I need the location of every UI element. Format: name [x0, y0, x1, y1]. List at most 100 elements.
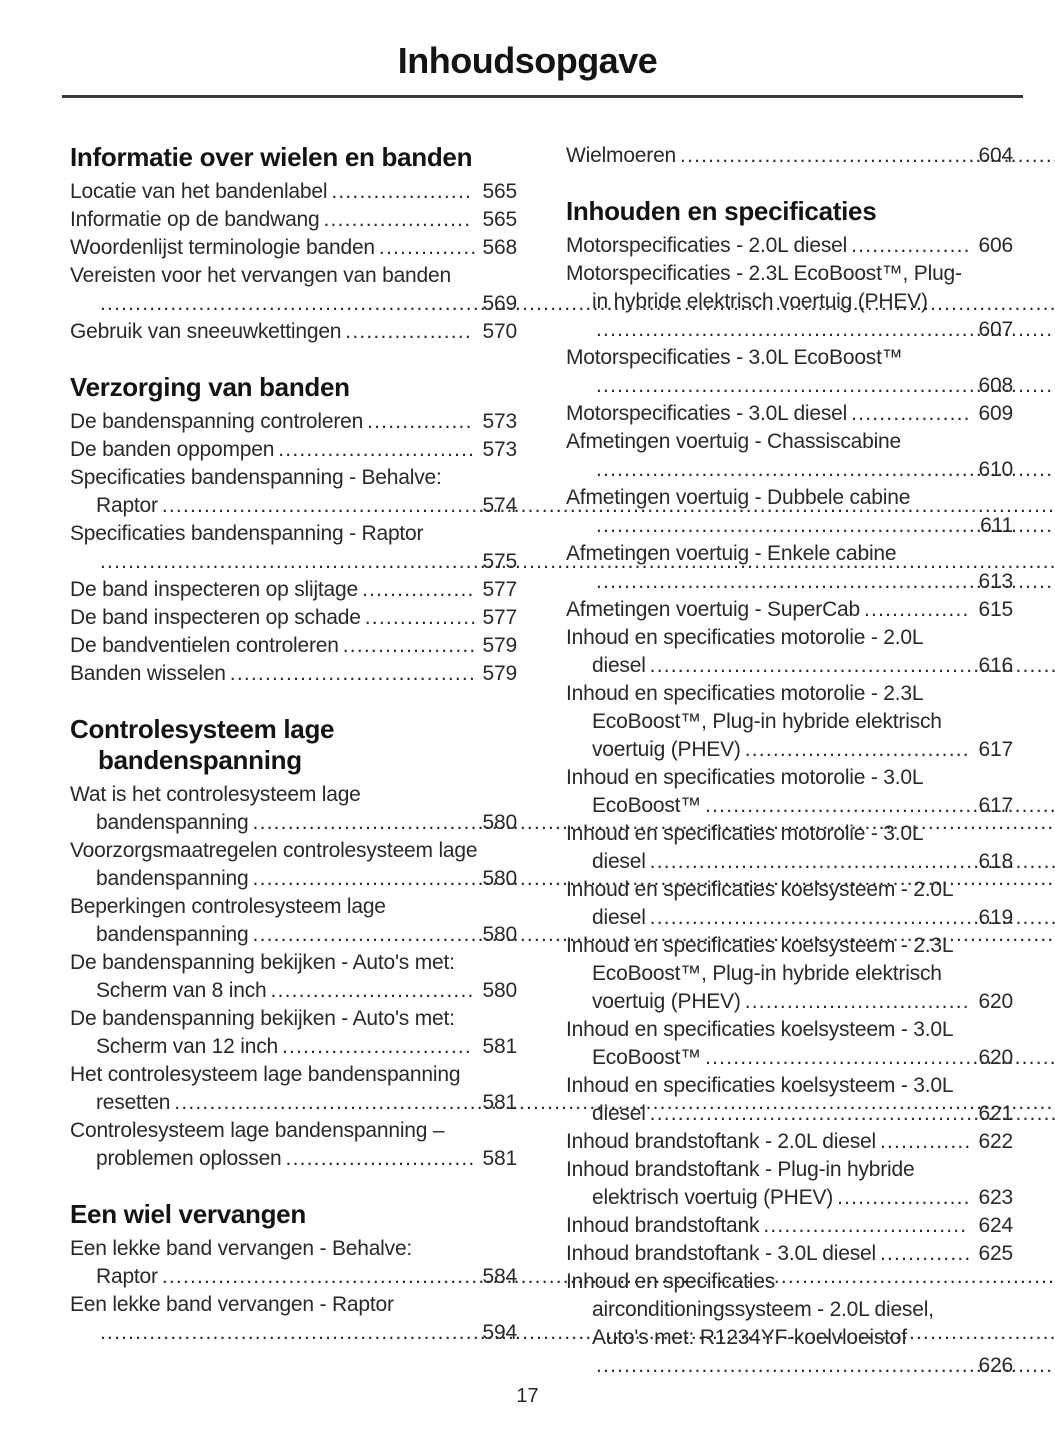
dot-leader: ........................................…: [649, 849, 1055, 873]
toc-entry-title: Inhoud brandstoftank - 2.0L diesel: [566, 1129, 876, 1153]
toc-entry[interactable]: Inhoud en specificaties motorolie - 2.0L…: [566, 624, 1055, 680]
toc-entry[interactable]: Afmetingen voertuig - SuperCab..........…: [566, 596, 1013, 624]
toc-entry-title: Woordenlijst terminologie banden: [70, 235, 375, 259]
toc-section: Een wiel vervangen Een lekke band vervang…: [70, 1199, 1055, 1347]
toc-entry-title: Inhoud en specificaties koelsysteem - 2.…: [566, 933, 953, 1013]
section-heading: Verzorging van banden: [70, 371, 350, 402]
toc-entry[interactable]: Controlesysteem lage bandenspanning – pr…: [70, 1117, 517, 1173]
dot-leader: ........................................…: [100, 1320, 1055, 1344]
toc-entry-title: De bandventielen controleren: [70, 633, 339, 657]
toc-entry[interactable]: Inhoud en specificaties koelsysteem - 2.…: [566, 932, 1013, 1016]
dot-leader: ........................................…: [596, 1353, 1055, 1377]
toc-entry-page: 579: [482, 633, 518, 657]
toc-entry-page: 581: [482, 1034, 518, 1058]
toc-entry[interactable]: Motorspecificaties - 3.0L diesel........…: [566, 400, 1013, 428]
toc-entry-page: 580: [482, 922, 518, 946]
toc-entry-title: Inhoud en specificaties motorolie - 2.0L…: [566, 625, 923, 677]
toc-entry-title: Inhoud en specificaties motorolie - 3.0L…: [566, 765, 923, 817]
dot-leader: ........................................…: [596, 317, 1055, 341]
toc-entry[interactable]: Specificaties bandenspanning - Behalve: …: [70, 464, 1055, 520]
toc-entry[interactable]: De bandenspanning controleren...........…: [70, 408, 517, 436]
toc-entry[interactable]: Wielmoeren..............................…: [566, 142, 1055, 170]
toc-entry[interactable]: Motorspecificaties - 3.0L EcoBoost™.....…: [566, 344, 1055, 400]
toc-entry-page: 620: [978, 1045, 1014, 1069]
toc-section: Wielmoeren..............................…: [566, 142, 1055, 170]
toc-entry-page: 565: [482, 207, 518, 231]
dot-leader: .............: [879, 1241, 972, 1265]
toc-entry[interactable]: De band inspecteren op schade...........…: [70, 604, 517, 632]
toc-entry-title: Inhoud en specificaties airconditionings…: [566, 1269, 934, 1349]
toc-entry-title: Controlesysteem lage bandenspanning – pr…: [70, 1118, 445, 1170]
toc-entry[interactable]: Beperkingen controlesysteem lage bandens…: [70, 893, 1055, 949]
toc-entry[interactable]: Inhoud brandstoftank - Plug-in hybride e…: [566, 1156, 1013, 1212]
toc-entry[interactable]: De bandenspanning bekijken - Auto's met:…: [70, 1005, 517, 1061]
toc-entry[interactable]: Motorspecificaties - 2.0L diesel........…: [566, 232, 1013, 260]
toc-entry[interactable]: Inhoud en specificaties koelsysteem - 3.…: [566, 1016, 1055, 1072]
toc-entry[interactable]: Wat is het controlesysteem lage bandensp…: [70, 781, 1055, 837]
toc-entry-page: 581: [482, 1146, 518, 1170]
dot-leader: ........................................…: [649, 905, 1055, 929]
dot-leader: .............................: [270, 978, 475, 1002]
toc-entry[interactable]: Motorspecificaties - 2.3L EcoBoost™, Plu…: [566, 260, 1055, 344]
toc-entry-title: Afmetingen voertuig - Chassiscabine: [566, 429, 902, 453]
toc-entry-page: 617: [978, 793, 1014, 817]
dot-leader: ...........................: [285, 1146, 476, 1170]
toc-entry-page: 574: [482, 493, 518, 517]
toc-entry-page: 621: [978, 1101, 1014, 1125]
toc-entry[interactable]: Banden wisselen.........................…: [70, 660, 517, 688]
toc-entry-page: 626: [978, 1353, 1014, 1377]
toc-entry[interactable]: Inhoud brandstoftank - 2.0L diesel......…: [566, 1128, 1013, 1156]
toc-entry[interactable]: Voorzorgsmaatregelen controlesysteem lag…: [70, 837, 1055, 893]
toc-entry[interactable]: Vereisten voor het vervangen van banden.…: [70, 262, 1055, 318]
toc-entry[interactable]: Woordenlijst terminologie banden........…: [70, 234, 517, 262]
dot-leader: ........................................…: [705, 1045, 1055, 1069]
toc-entry-title: De band inspecteren op schade: [70, 605, 361, 629]
toc-entry[interactable]: Inhoud en specificaties motorolie - 2.3L…: [566, 680, 1013, 764]
toc-entry[interactable]: Inhoud en specificaties koelsysteem - 2.…: [566, 876, 1055, 932]
toc-entry[interactable]: Een lekke band vervangen - Raptor.......…: [70, 1291, 1055, 1347]
toc-entry[interactable]: Afmetingen voertuig - Dubbele cabine....…: [566, 484, 1055, 540]
dot-leader: ...............: [367, 409, 473, 433]
toc-entry-title: De bandenspanning bekijken - Auto's met:…: [70, 950, 455, 1002]
toc-entry-title: De band inspecteren op slijtage: [70, 577, 358, 601]
toc-entry[interactable]: Gebruik van sneeuwkettingen.............…: [70, 318, 517, 346]
toc-entry[interactable]: De band inspecteren op slijtage.........…: [70, 576, 517, 604]
toc-entry[interactable]: Informatie op de bandwang...............…: [70, 206, 517, 234]
toc-entry[interactable]: Inhoud en specificaties airconditionings…: [566, 1268, 1055, 1380]
toc-entry[interactable]: Een lekke band vervangen - Behalve: Rapt…: [70, 1235, 1055, 1291]
toc-entry[interactable]: Inhoud en specificaties motorolie - 3.0L…: [566, 820, 1055, 876]
toc-entry[interactable]: Inhoud en specificaties koelsysteem - 3.…: [566, 1072, 1055, 1128]
toc-entry[interactable]: Afmetingen voertuig - Enkele cabine.....…: [566, 540, 1055, 596]
dot-leader: ..................: [345, 319, 472, 343]
toc-entry[interactable]: Inhoud brandstoftank....................…: [566, 1212, 1013, 1240]
toc-entry[interactable]: De bandenspanning bekijken - Auto's met:…: [70, 949, 517, 1005]
toc-entry-page: 594: [482, 1320, 518, 1344]
toc-entry-title: Inhoud en specificaties koelsysteem - 3.…: [566, 1017, 953, 1069]
toc-entry-title: Motorspecificaties - 2.0L diesel: [566, 233, 848, 257]
toc-entry-page: 584: [482, 1264, 518, 1288]
toc-entry[interactable]: De banden oppompen......................…: [70, 436, 517, 464]
dot-leader: .................: [851, 233, 971, 257]
toc-entry-title: Inhoud brandstoftank: [566, 1213, 760, 1237]
toc-entry-title: Een lekke band vervangen - Behalve: Rapt…: [70, 1236, 413, 1288]
toc-entry[interactable]: Specificaties bandenspanning - Raptor...…: [70, 520, 1055, 576]
dot-leader: ........................................…: [161, 493, 1055, 517]
toc-column-right: Wielmoeren..............................…: [566, 142, 1055, 1380]
toc-entry-title: Wielmoeren: [566, 143, 677, 167]
toc-entry-title: Motorspecificaties - 2.3L EcoBoost™, Plu…: [566, 261, 962, 313]
toc-entry[interactable]: Inhoud en specificaties motorolie - 3.0L…: [566, 764, 1055, 820]
toc-entry[interactable]: Inhoud brandstoftank - 3.0L diesel......…: [566, 1240, 1013, 1268]
dot-leader: ....................: [331, 179, 473, 203]
toc-entry[interactable]: Locatie van het bandenlabel.............…: [70, 178, 517, 206]
toc-entry-page: 580: [482, 810, 518, 834]
toc-entry-title: Motorspecificaties - 3.0L diesel: [566, 401, 848, 425]
dot-leader: ...........................: [282, 1034, 472, 1058]
toc-section: Informatie over wielen en banden Locatie …: [70, 141, 1055, 346]
section-heading: Informatie over wielen en banden: [70, 141, 473, 172]
toc-entry[interactable]: Afmetingen voertuig - Chassiscabine.....…: [566, 428, 1055, 484]
toc-entry[interactable]: De bandventielen controleren............…: [70, 632, 517, 660]
dot-leader: ........................................…: [252, 866, 1055, 890]
toc-entry-page: 565: [482, 179, 518, 203]
toc-entry[interactable]: Het controlesysteem lage bandenspanning …: [70, 1061, 1055, 1117]
